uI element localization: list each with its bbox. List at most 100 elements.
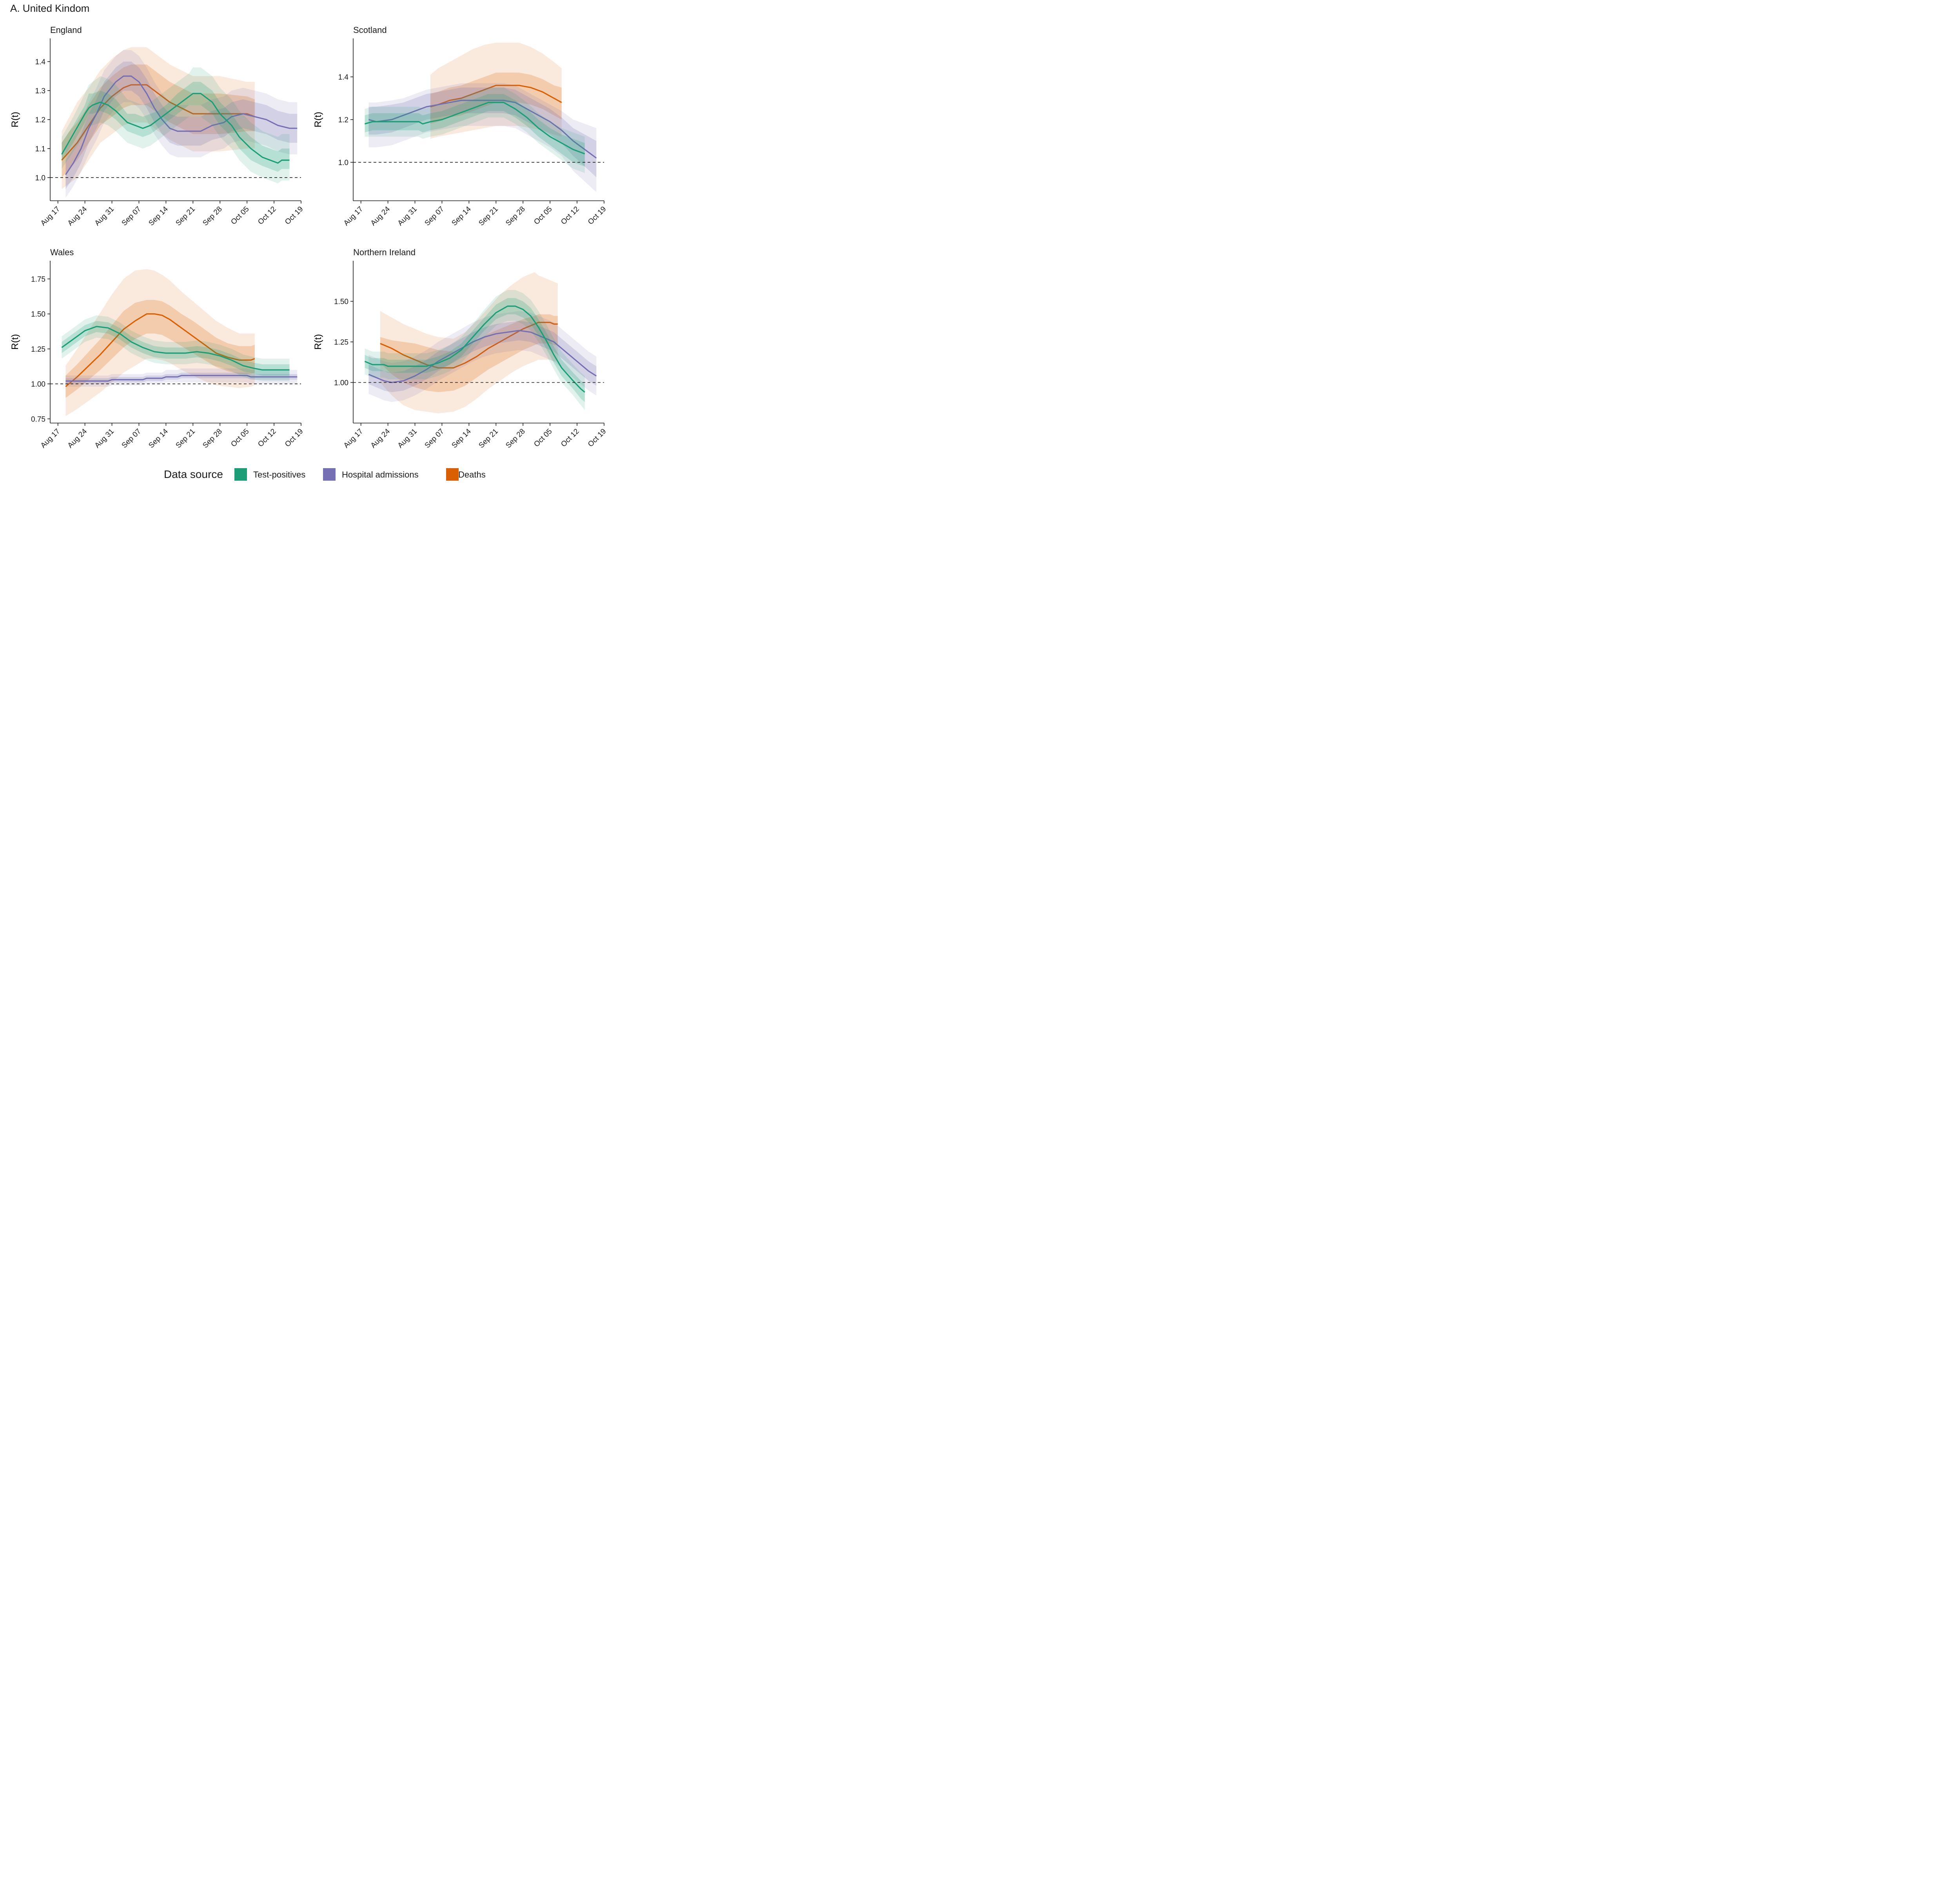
y-tick-label: 1.3 bbox=[35, 87, 45, 95]
x-tick-label: Sep 21 bbox=[174, 427, 196, 450]
x-tick-label: Sep 21 bbox=[477, 205, 499, 227]
x-tick-label: Oct 19 bbox=[283, 427, 305, 449]
y-tick-label: 1.25 bbox=[31, 345, 45, 354]
x-tick-label: Sep 14 bbox=[147, 205, 170, 227]
x-tick-label: Sep 07 bbox=[120, 205, 143, 227]
line-hospital-admissions bbox=[368, 330, 597, 383]
x-tick-label: Oct 05 bbox=[229, 205, 250, 226]
x-tick-label: Sep 07 bbox=[423, 427, 446, 450]
y-tick-label: 1.0 bbox=[338, 159, 348, 167]
x-tick-label: Oct 05 bbox=[532, 427, 554, 449]
chart-wales: R(t) 0.75 1.00 1.25 1.50 1.75 Aug 17 Aug 24 Aug … bbox=[10, 261, 305, 450]
y-tick-label: 1.25 bbox=[334, 338, 348, 347]
x-tick-label: Sep 14 bbox=[147, 427, 170, 450]
ribbon-hospital-admissions-90 bbox=[65, 368, 298, 387]
legend-swatch-hospital-admissions bbox=[323, 468, 336, 481]
panel-title-wales: Wales bbox=[50, 247, 74, 257]
x-tick-label: Oct 19 bbox=[283, 205, 305, 226]
ribbon-test-positives-90 bbox=[365, 87, 585, 173]
legend: Data source Test-positives Hospital admi… bbox=[0, 467, 612, 483]
x-tick-label: Aug 17 bbox=[39, 205, 62, 227]
y-tick-label: 1.50 bbox=[334, 298, 348, 306]
x-tick-label: Sep 28 bbox=[201, 427, 223, 450]
ribbon-hospital-admissions-50 bbox=[368, 321, 597, 392]
x-tick-label: Aug 31 bbox=[93, 205, 116, 227]
x-tick-label: Oct 19 bbox=[586, 205, 608, 226]
chart-northern-ireland: R(t) 1.00 1.25 1.50 Aug 17 Aug 24 Aug 31 Sep 07… bbox=[313, 261, 608, 450]
ribbon-test-positives-50 bbox=[365, 94, 585, 167]
y-tick-label: 1.2 bbox=[338, 116, 348, 124]
x-tick-label: Sep 14 bbox=[450, 205, 473, 227]
y-tick-label: 1.00 bbox=[334, 379, 348, 387]
line-test-positives bbox=[364, 305, 585, 393]
panel-title-scotland: Scotland bbox=[353, 25, 387, 35]
ribbon-deaths-50 bbox=[62, 64, 255, 178]
line-hospital-admissions bbox=[65, 75, 298, 175]
y-tick-label: 1.4 bbox=[338, 73, 349, 82]
ribbon-test-positives-50 bbox=[62, 321, 290, 376]
ribbon-deaths-50 bbox=[430, 73, 562, 124]
x-tick-label: Sep 14 bbox=[450, 427, 473, 450]
line-deaths bbox=[430, 85, 562, 107]
y-tick-label: 1.4 bbox=[35, 58, 46, 66]
y-tick-label: 1.50 bbox=[31, 311, 45, 319]
x-tick-label: Sep 21 bbox=[174, 205, 196, 227]
y-axis-title: R(t) bbox=[10, 112, 20, 127]
series-layer bbox=[365, 42, 597, 193]
x-tick-label: Aug 24 bbox=[369, 205, 392, 227]
x-tick-label: Sep 28 bbox=[504, 427, 526, 450]
x-tick-label: Oct 12 bbox=[559, 205, 581, 226]
x-tick-label: Aug 31 bbox=[396, 205, 419, 227]
x-tick-label: Aug 24 bbox=[66, 427, 89, 450]
ribbon-hospital-admissions-90 bbox=[368, 311, 597, 402]
y-axis-title: R(t) bbox=[313, 112, 323, 127]
y-tick-label: 1.1 bbox=[35, 145, 45, 153]
x-tick-label: Aug 17 bbox=[342, 205, 365, 227]
line-deaths bbox=[380, 322, 558, 369]
x-tick-label: Sep 21 bbox=[477, 427, 499, 450]
figure-title: A. United Kindom bbox=[10, 2, 90, 14]
ribbon-test-positives-90 bbox=[62, 67, 290, 183]
x-tick-label: Sep 07 bbox=[423, 205, 446, 227]
legend-swatch-deaths bbox=[446, 468, 459, 481]
ribbon-deaths-90 bbox=[430, 42, 562, 139]
x-tick-label: Sep 28 bbox=[201, 205, 223, 227]
ribbon-test-positives-50 bbox=[62, 82, 290, 172]
series-layer bbox=[61, 269, 298, 416]
x-tick-label: Aug 17 bbox=[342, 427, 365, 450]
x-tick-label: Aug 31 bbox=[396, 427, 419, 450]
x-tick-label: Oct 05 bbox=[229, 427, 250, 449]
x-tick-label: Aug 31 bbox=[93, 427, 116, 450]
panel-title-northern-ireland: Northern Ireland bbox=[353, 247, 416, 257]
line-deaths bbox=[65, 313, 255, 387]
line-test-positives bbox=[61, 326, 290, 371]
panel-title-england: England bbox=[50, 25, 82, 35]
ribbon-hospital-admissions-50 bbox=[368, 87, 597, 178]
line-test-positives bbox=[61, 93, 290, 164]
x-tick-label: Aug 24 bbox=[66, 205, 89, 227]
x-tick-label: Oct 05 bbox=[532, 205, 554, 226]
ribbon-deaths-90 bbox=[62, 47, 255, 189]
legend-label-test-positives: Test-positives bbox=[253, 470, 306, 480]
x-tick-label: Sep 07 bbox=[120, 427, 143, 450]
ribbon-deaths-90 bbox=[380, 272, 558, 414]
ribbon-hospital-admissions-90 bbox=[65, 50, 298, 198]
x-tick-label: Oct 12 bbox=[256, 427, 278, 449]
x-tick-label: Oct 12 bbox=[559, 427, 581, 449]
ribbon-test-positives-90 bbox=[365, 290, 585, 410]
y-axis-title: R(t) bbox=[313, 334, 323, 350]
x-tick-label: Aug 24 bbox=[369, 427, 392, 450]
figure: A. United Kindom England Scotland Wales … bbox=[0, 0, 612, 489]
legend-title: Data source bbox=[164, 468, 223, 480]
x-tick-label: Oct 19 bbox=[586, 427, 608, 449]
x-tick-label: Oct 12 bbox=[256, 205, 278, 226]
y-tick-label: 1.2 bbox=[35, 116, 45, 124]
series-layer bbox=[364, 272, 597, 414]
ribbon-deaths-50 bbox=[65, 300, 255, 398]
line-hospital-admissions bbox=[368, 100, 597, 159]
legend-label-deaths: Deaths bbox=[458, 470, 486, 480]
y-axis-title: R(t) bbox=[10, 334, 20, 350]
legend-label-hospital-admissions: Hospital admissions bbox=[342, 470, 419, 480]
